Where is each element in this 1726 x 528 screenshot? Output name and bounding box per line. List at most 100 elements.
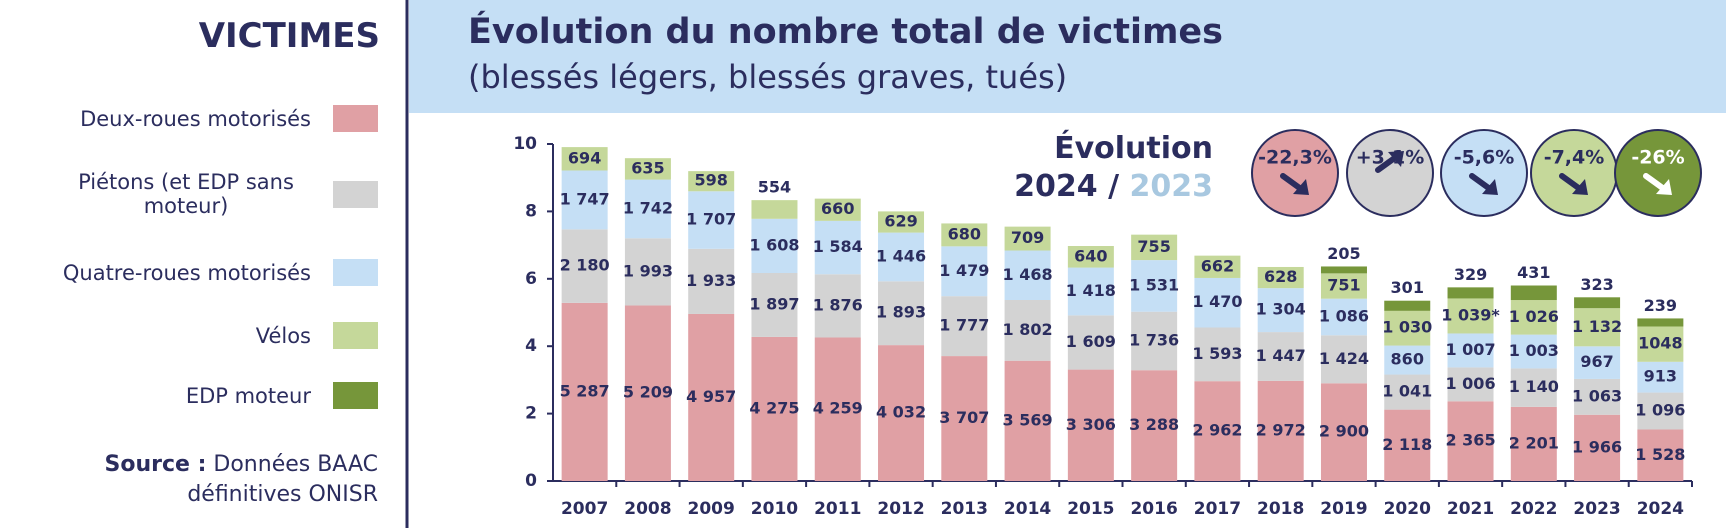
bar-segment — [751, 273, 798, 337]
x-tick-label: 2009 — [688, 499, 735, 519]
source: Source : Données BAAC définitives ONISR — [58, 450, 378, 510]
data-label: 751 — [1327, 276, 1360, 295]
data-label: 635 — [631, 158, 664, 177]
data-label: 628 — [1264, 267, 1297, 286]
bar-segment — [1194, 255, 1241, 278]
badge-arrow — [1643, 173, 1667, 192]
bar-segment — [1510, 368, 1557, 407]
data-label: 5 209 — [623, 383, 673, 402]
data-label: 1 418 — [1066, 281, 1116, 300]
bar-segment — [1637, 429, 1684, 481]
bar-segment — [1574, 308, 1621, 347]
badge-label: -22,3% — [1258, 147, 1332, 169]
bar-segment — [1131, 370, 1178, 481]
data-label: 1 933 — [686, 271, 736, 290]
bar-segment — [751, 200, 798, 219]
bar-segment — [1384, 310, 1431, 346]
bar-segment — [1510, 285, 1557, 301]
x-tick-label: 2010 — [751, 499, 798, 519]
bar-segment — [1194, 277, 1241, 328]
data-label: 1 742 — [623, 198, 673, 217]
badge-label: -26% — [1631, 147, 1684, 169]
bar-segment — [941, 356, 988, 481]
x-tick-label: 2013 — [941, 499, 988, 519]
bar-segment — [1637, 392, 1684, 430]
bar-segment — [561, 147, 608, 171]
data-label: 709 — [1011, 228, 1044, 247]
bar-segment — [814, 220, 861, 275]
bar-segment — [1320, 383, 1367, 481]
chart-title: Évolution du nombre total de victimes — [468, 12, 1223, 52]
bar-segment — [751, 218, 798, 274]
chart-subtitle: (blessés légers, blessés graves, tués) — [468, 58, 1068, 96]
bar-segment — [1637, 326, 1684, 362]
legend-item: Piétons (et EDP sans moteur) — [61, 170, 378, 218]
bar-segment — [624, 158, 671, 180]
data-label: 1 086 — [1319, 306, 1369, 325]
header-band — [409, 0, 1726, 113]
bar-segment — [1067, 315, 1114, 370]
data-label: 5 287 — [560, 381, 610, 400]
data-label: 680 — [948, 224, 981, 243]
bar-segment — [1447, 367, 1494, 402]
bar-segment — [878, 211, 925, 233]
x-tick-label: 2022 — [1510, 499, 1557, 519]
data-label: 1 528 — [1635, 445, 1685, 464]
data-label: 1 584 — [813, 237, 863, 256]
bar-segment — [941, 246, 988, 297]
bar-segment — [1384, 300, 1431, 311]
data-label: 1 446 — [876, 246, 926, 265]
badge-label: -7,4% — [1544, 147, 1605, 169]
x-tick-label: 2021 — [1447, 499, 1494, 519]
y-tick-label: 0 — [525, 471, 537, 491]
bar-segment — [1447, 333, 1494, 368]
badge-arrow — [1559, 173, 1583, 192]
bar-segment — [941, 223, 988, 247]
x-tick-label: 2016 — [1130, 499, 1177, 519]
bar-segment — [1004, 360, 1051, 481]
bar-segment — [688, 313, 735, 481]
data-label: 1 063 — [1572, 386, 1622, 405]
bar-segment — [688, 171, 735, 192]
badge-arrow-head — [1482, 179, 1498, 195]
data-label: 1 140 — [1509, 377, 1559, 396]
bar-segment — [561, 229, 608, 303]
legend-swatch — [333, 382, 378, 409]
data-label: 1 132 — [1572, 317, 1622, 336]
data-label: 640 — [1074, 246, 1107, 265]
badge-circle — [1530, 129, 1618, 217]
data-label: 4 032 — [876, 403, 926, 422]
x-tick-label: 2012 — [877, 499, 924, 519]
bar-segment — [1257, 288, 1304, 333]
data-label: 1 802 — [1003, 320, 1053, 339]
x-tick-label: 2008 — [624, 499, 671, 519]
data-label: 3 288 — [1129, 415, 1179, 434]
legend-label: Quatre-roues motorisés — [62, 260, 311, 285]
data-label: 239 — [1644, 296, 1677, 315]
bar-segment — [1257, 380, 1304, 481]
evolution-badge: +3,1% — [1346, 129, 1434, 217]
bar-segment — [1004, 299, 1051, 361]
bar-segment — [1384, 374, 1431, 410]
evolution-label: Évolution — [1054, 131, 1213, 166]
legend-swatch — [333, 180, 378, 208]
badge-arrow — [1280, 173, 1304, 192]
x-tick-label: 2020 — [1384, 499, 1431, 519]
bar-segment — [1067, 369, 1114, 481]
bar-segment — [1004, 250, 1051, 300]
bar-segment — [1384, 409, 1431, 481]
bar-segment — [624, 305, 671, 481]
data-label: 1 608 — [749, 235, 799, 254]
bar-segment — [878, 345, 925, 481]
bar-segment — [561, 170, 608, 230]
data-label: 4 259 — [813, 399, 863, 418]
bar-segment — [561, 302, 608, 481]
data-label: 4 275 — [749, 398, 799, 417]
bar-segment — [1131, 260, 1178, 312]
data-label: 431 — [1517, 263, 1550, 282]
data-label: 1 531 — [1129, 275, 1179, 294]
legend-item: Vélos — [256, 322, 378, 349]
data-label: 755 — [1137, 237, 1170, 256]
bar-segment — [688, 248, 735, 314]
